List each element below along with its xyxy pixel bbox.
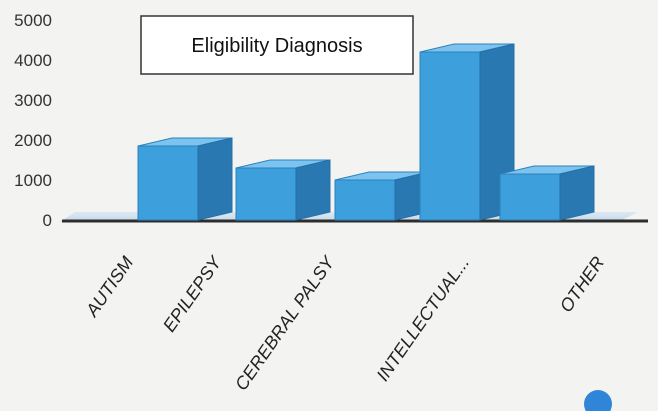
bar-front: [499, 173, 561, 221]
decorative-dot: [584, 390, 612, 411]
bar-side: [197, 137, 233, 221]
bar-1: [137, 137, 233, 221]
bar-5: [499, 165, 595, 221]
x-tick-label: OTHER: [556, 253, 609, 316]
chart-title-box: Eligibility Diagnosis: [140, 15, 414, 75]
bar-3: [334, 171, 430, 221]
bar-front: [419, 51, 481, 221]
x-tick-label: INTELLECTUAL...: [373, 253, 474, 385]
chart-title: Eligibility Diagnosis: [191, 35, 362, 57]
y-tick-label: 2000: [14, 131, 52, 150]
bar-side: [295, 159, 331, 221]
x-tick-label: CEREBRAL PALSY: [231, 251, 339, 394]
bar-front: [235, 167, 297, 221]
bar-side: [559, 165, 595, 221]
bar-2: [235, 159, 331, 221]
y-tick-label: 0: [43, 211, 52, 230]
x-tick-label: EPILEPSY: [159, 251, 226, 335]
x-tick-label: AUTISM: [81, 253, 137, 321]
y-tick-label: 5000: [14, 11, 52, 30]
y-tick-label: 1000: [14, 171, 52, 190]
x-axis-labels: AUTISM EPILEPSY CEREBRAL PALSY INTELLECTUAL…: [81, 251, 608, 394]
y-axis: 0 1000 2000 3000 4000 5000: [14, 11, 52, 230]
bar-front: [334, 179, 396, 221]
bar-front: [137, 145, 199, 221]
y-tick-label: 3000: [14, 91, 52, 110]
y-tick-label: 4000: [14, 51, 52, 70]
bars: [137, 43, 595, 221]
